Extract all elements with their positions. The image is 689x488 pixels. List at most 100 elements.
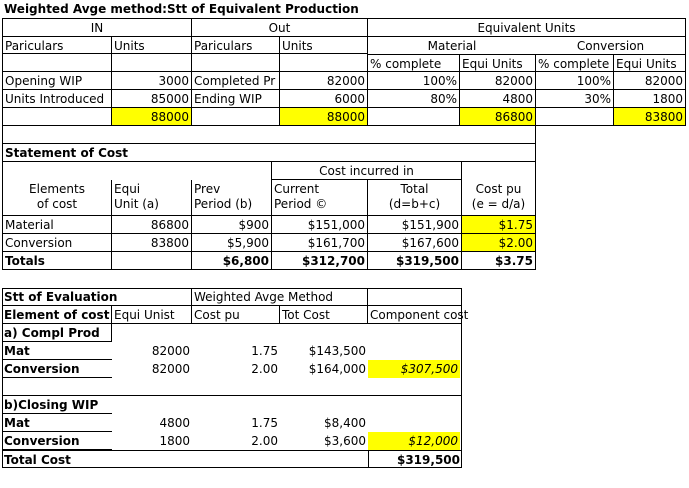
header-particulars-in: Pariculars: [2, 36, 112, 54]
section-closing-wip: b)Closing WIP: [2, 396, 112, 414]
sheet2-title: Statement of Cost: [2, 144, 536, 162]
cost-row-current: $151,000: [272, 216, 368, 234]
header-cpu-line2: (e = d/a): [471, 197, 526, 211]
eval-row-cpu: 1.75: [251, 344, 278, 358]
eval-row-label: Mat: [2, 414, 112, 432]
header-particulars-out: Pariculars: [192, 36, 280, 54]
subheader-blank: [192, 54, 280, 72]
header-material-equi: Equi Units: [460, 54, 536, 72]
completed-component-cost: $307,500: [368, 360, 460, 378]
total-cost-value: $319,500: [368, 450, 462, 468]
group-equivalent-units: Equivalent Units: [368, 18, 686, 36]
row-out-units: 82000: [280, 72, 368, 90]
header-total-line2: (d=b+c): [388, 197, 441, 211]
cost-row-equi: 83800: [112, 234, 192, 252]
eval-row-tot: $8,400: [324, 416, 366, 430]
eval-row-label: Conversion: [2, 432, 112, 450]
header-cpu-line1: Cost pu: [475, 182, 522, 196]
cost-row-total: $167,600: [368, 234, 462, 252]
header-cost-incurred: Cost incurred in: [272, 162, 462, 180]
header-elements-line2: of cost: [36, 197, 78, 211]
row-in-label: Units Introduced: [2, 90, 112, 108]
row-in-units: 3000: [112, 72, 192, 90]
cost-totals-blank: [112, 252, 192, 270]
row-in-units: 85000: [112, 90, 192, 108]
header-units-out: Units: [280, 36, 368, 54]
spacer-row: [2, 378, 462, 396]
section-completed-production: a) Compl Prod: [2, 324, 112, 342]
header-blank: [2, 162, 272, 180]
row-out-label: Completed Pr: [192, 72, 280, 90]
header-conversion-equi: Equi Units: [614, 54, 686, 72]
cost-totals-total: $319,500: [368, 252, 462, 270]
header-component-cost: Component cost: [368, 308, 469, 324]
header-prev-period: Prev Period (b): [192, 180, 272, 216]
row-in-label: Opening WIP: [2, 72, 112, 90]
header-equi-unist: Equi Unist: [112, 306, 192, 324]
row-material-pct: 80%: [368, 90, 460, 108]
header-current-period: Current Period ©: [272, 180, 368, 216]
closing-wip-component-cost: $12,000: [368, 432, 460, 450]
sheet3-method: Weighted Avge Method: [192, 288, 368, 306]
header-blank: [462, 162, 536, 180]
header-elements-of-cost: Elements of cost: [2, 180, 112, 216]
cost-row-cpu: $1.75: [462, 216, 536, 234]
totals-blank: [2, 108, 112, 126]
sheet3-title: Stt of Evaluation: [2, 288, 192, 306]
row-conversion-equi: 1800: [614, 90, 686, 108]
header-prev-line1: Prev: [194, 182, 221, 196]
subheader-blank: [280, 54, 368, 72]
cost-totals-prev: $6,800: [192, 252, 272, 270]
totals-blank: [192, 108, 280, 126]
header-units-in: Units: [112, 36, 192, 54]
eval-row-cpu: 2.00: [251, 434, 278, 448]
eval-row-label: Conversion: [2, 360, 112, 378]
cost-totals-current: $312,700: [272, 252, 368, 270]
header-elements-line1: Elements: [29, 182, 85, 196]
header-element-of-cost: Element of cost: [2, 306, 112, 324]
header-equi-unit: Equi Unit (a): [112, 180, 192, 216]
row-out-units: 6000: [280, 90, 368, 108]
cost-row-prev: $900: [192, 216, 272, 234]
row-conversion-pct: 100%: [536, 72, 614, 90]
cost-row-prev: $5,900: [192, 234, 272, 252]
header-material-pct: % complete: [368, 54, 460, 72]
header-current-line1: Current: [274, 182, 320, 196]
total-cost-label: Total Cost: [2, 450, 368, 468]
row-conversion-equi: 82000: [614, 72, 686, 90]
eval-row-equi: 82000: [151, 362, 190, 376]
total-out-units: 88000: [280, 108, 368, 126]
eval-row-equi: 4800: [159, 416, 190, 430]
header-equi-line1: Equi: [114, 182, 141, 196]
subheader-blank: [2, 54, 112, 72]
total-in-units: 88000: [112, 108, 192, 126]
header-cost-per-unit: Cost pu (e = d/a): [462, 180, 536, 216]
eval-row-tot: $3,600: [324, 434, 366, 448]
header-blank: [368, 288, 462, 306]
header-equi-line2: Unit (a): [114, 197, 159, 211]
eval-row-cpu: 2.00: [251, 362, 278, 376]
totals-blank: [536, 108, 614, 126]
eval-row-label: Mat: [2, 342, 112, 360]
header-current-line2: Period ©: [274, 197, 328, 211]
cost-row-current: $161,700: [272, 234, 368, 252]
header-conversion-pct: % complete: [536, 54, 614, 72]
subheader-blank: [112, 54, 192, 72]
header-prev-line2: Period (b): [194, 197, 253, 211]
cost-totals-label: Totals: [2, 252, 112, 270]
header-cost-pu: Cost pu: [192, 306, 280, 324]
group-in: IN: [2, 18, 192, 36]
eval-row-equi: 82000: [151, 344, 190, 358]
row-material-equi: 82000: [460, 72, 536, 90]
row-material-pct: 100%: [368, 72, 460, 90]
header-material: Material: [368, 36, 536, 54]
row-material-equi: 4800: [460, 90, 536, 108]
cost-row-element: Conversion: [2, 234, 112, 252]
totals-blank: [368, 108, 460, 126]
eval-row-equi: 1800: [159, 434, 190, 448]
header-conversion: Conversion: [536, 36, 686, 54]
sheet1-title: Weighted Avge method:Stt of Equivalent P…: [4, 2, 359, 16]
eval-row-cpu: 1.75: [251, 416, 278, 430]
cost-row-element: Material: [2, 216, 112, 234]
cost-row-cpu: $2.00: [462, 234, 536, 252]
